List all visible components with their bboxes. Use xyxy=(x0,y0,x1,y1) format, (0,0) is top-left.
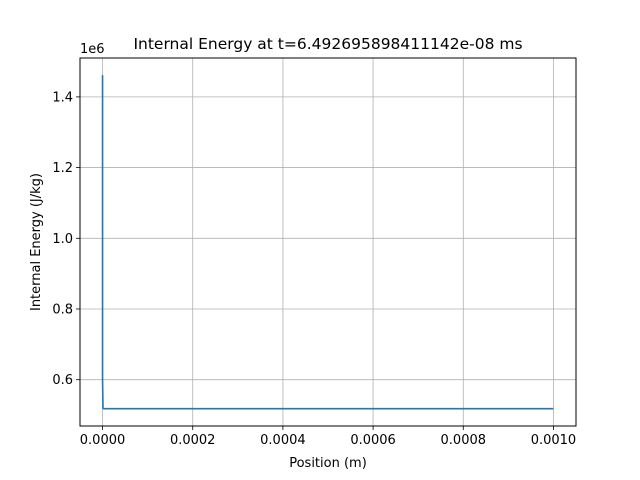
x-tick-label: 0.0008 xyxy=(441,433,487,448)
series-line xyxy=(101,74,554,410)
y-tick-label: 1.0 xyxy=(52,232,73,247)
y-tick-label: 1.2 xyxy=(52,161,73,176)
y-axis-label: Internal Energy (J/kg) xyxy=(29,173,44,311)
plot-frame xyxy=(79,57,577,427)
x-tick-label: 0.0004 xyxy=(260,433,306,448)
x-tick-label: 0.0002 xyxy=(170,433,216,448)
grid xyxy=(80,58,576,426)
y-axis-offset-label: 1e6 xyxy=(80,42,105,57)
y-axis-ticks: 0.6 0.8 1.0 1.2 1.4 xyxy=(52,90,80,388)
x-tick-label: 0.0000 xyxy=(80,433,126,448)
x-axis-label: Position (m) xyxy=(289,456,367,471)
x-tick-label: 0.0010 xyxy=(531,433,577,448)
y-tick-label: 0.8 xyxy=(52,302,73,317)
y-tick-label: 1.4 xyxy=(52,90,73,105)
x-tick-label: 0.0006 xyxy=(350,433,396,448)
y-tick-label: 0.6 xyxy=(52,373,73,388)
chart-title: Internal Energy at t=6.492695898411142e-… xyxy=(133,35,522,53)
x-axis-ticks: 0.0000 0.0002 0.0004 0.0006 0.0008 0.0010 xyxy=(80,426,576,448)
plot-series xyxy=(101,74,554,410)
